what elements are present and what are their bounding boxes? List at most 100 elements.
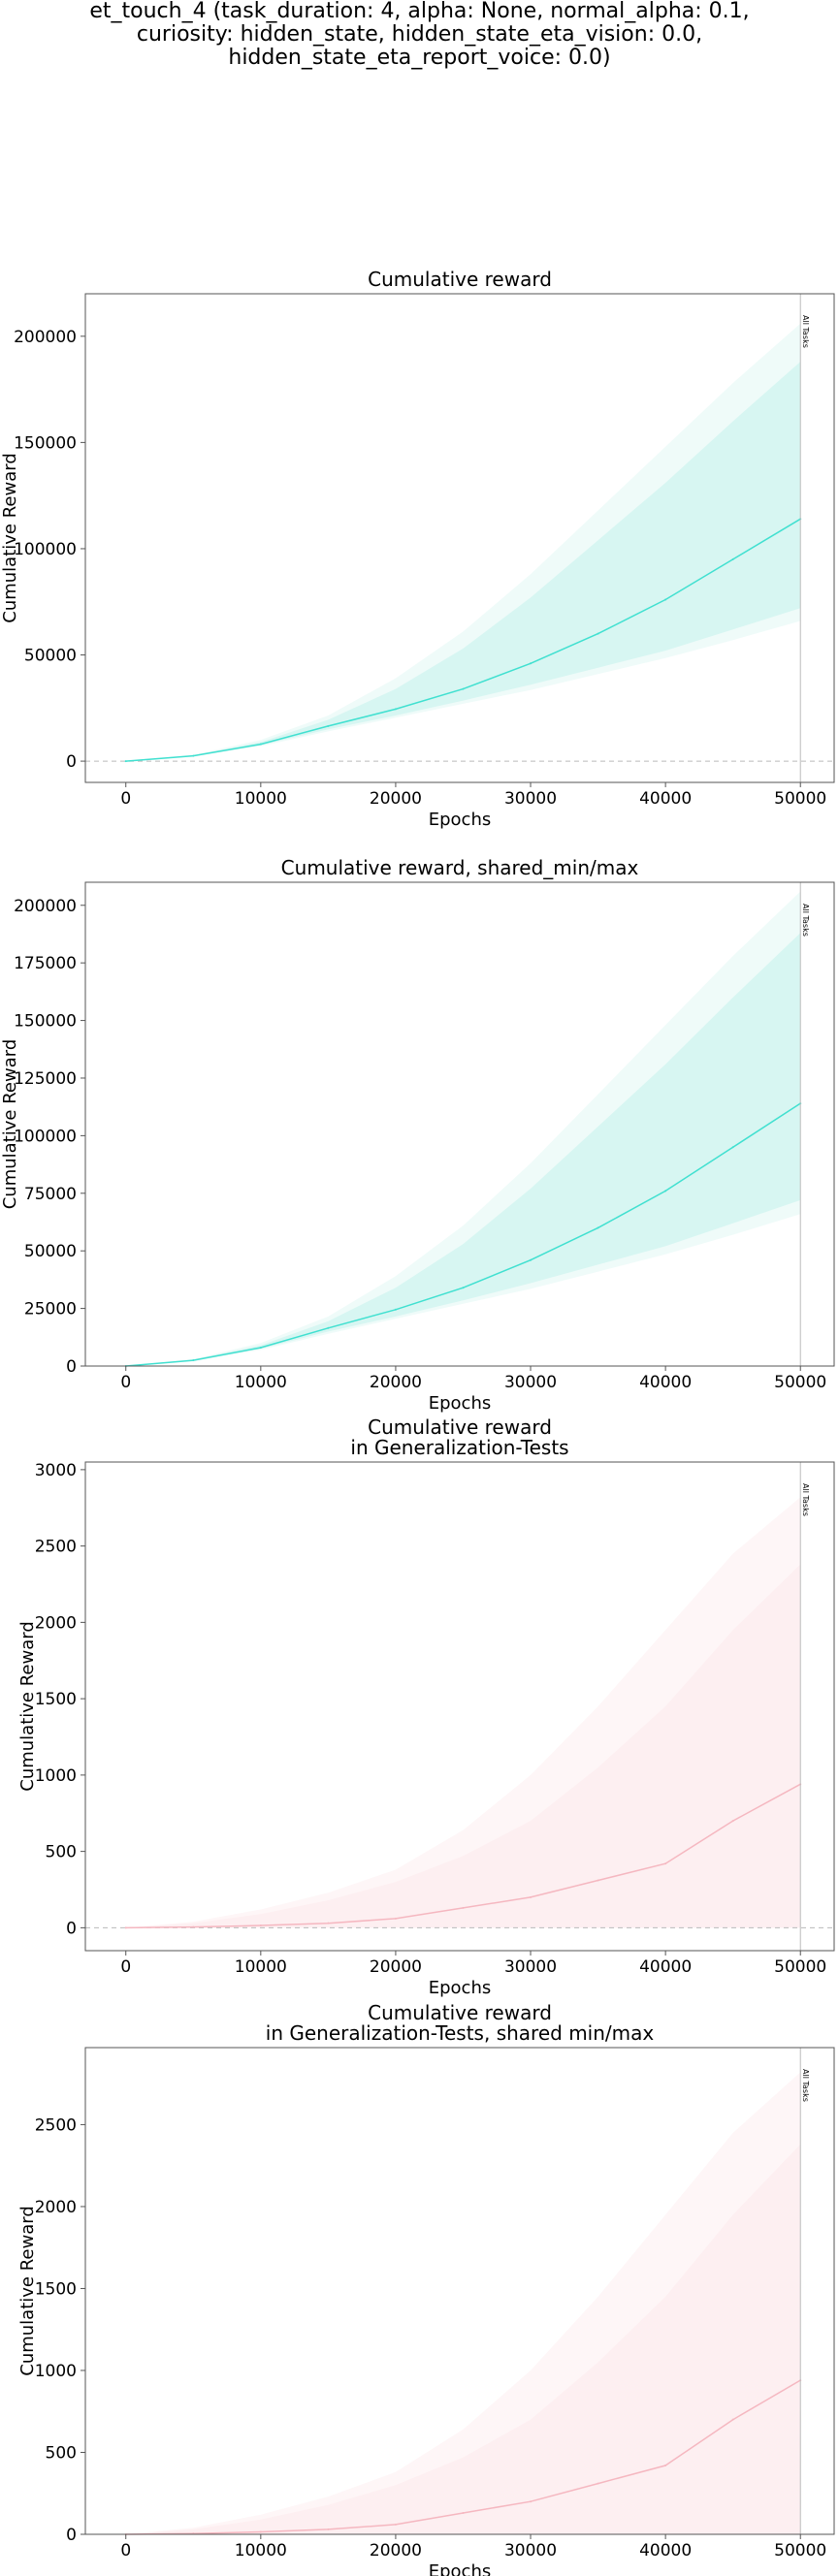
- all-tasks-label: All Tasks: [801, 2069, 810, 2102]
- y-tick-label: 25000: [24, 1300, 77, 1320]
- x-tick-label: 30000: [504, 1373, 557, 1392]
- y-tick-label: 2500: [35, 1538, 77, 1557]
- x-tick-label: 40000: [639, 789, 692, 809]
- series-point: [192, 1925, 195, 1928]
- series-point: [664, 1190, 667, 1193]
- y-tick-label: 50000: [24, 1242, 77, 1261]
- series-point: [731, 2418, 734, 2421]
- y-tick-label: 150000: [14, 433, 77, 453]
- plot-frame: [84, 881, 835, 1367]
- series-point: [462, 1287, 465, 1289]
- series-point: [530, 1258, 532, 1261]
- series-point: [597, 1879, 599, 1882]
- series-point: [259, 2530, 262, 2533]
- x-tick-label: 10000: [235, 1957, 287, 1977]
- y-tick-label: 75000: [24, 1185, 77, 1204]
- y-axis-label: Cumulative Reward: [0, 1039, 20, 1210]
- y-tick-label: 175000: [14, 954, 77, 973]
- series-point: [192, 754, 195, 757]
- band-std: [125, 2144, 801, 2534]
- series-point: [731, 557, 734, 560]
- band-std: [125, 933, 801, 1366]
- y-tick-label: 125000: [14, 1069, 77, 1089]
- y-tick-label: 0: [66, 2526, 77, 2545]
- y-tick-label: 3000: [35, 1461, 77, 1480]
- x-tick-label: 0: [120, 1373, 131, 1392]
- y-tick-label: 200000: [14, 328, 77, 347]
- x-tick-label: 20000: [370, 1373, 422, 1392]
- all-tasks-label: All Tasks: [801, 315, 810, 348]
- y-tick-label: 100000: [14, 540, 77, 559]
- y-axis-label: Cumulative Reward: [17, 2206, 38, 2376]
- figure-suptitle: et_touch_4 (task_duration: 4, alpha: Non…: [0, 0, 839, 70]
- band-std: [125, 1564, 801, 1928]
- x-tick-label: 30000: [504, 1957, 557, 1977]
- plot-frame: [84, 293, 835, 783]
- y-tick-label: 1500: [35, 1690, 77, 1709]
- series-point: [530, 2500, 532, 2503]
- x-tick-label: 50000: [774, 789, 826, 809]
- y-tick-label: 1500: [35, 2279, 77, 2299]
- series-point: [259, 1924, 262, 1927]
- suptitle-line-1: et_touch_4 (task_duration: 4, alpha: Non…: [89, 0, 750, 23]
- x-tick-label: 10000: [235, 1373, 287, 1392]
- band-std: [125, 362, 801, 762]
- y-axis-label: Cumulative Reward: [17, 1621, 38, 1792]
- series-point: [394, 2523, 397, 2526]
- all-tasks-label: All Tasks: [801, 1483, 810, 1516]
- suptitle-line-3: hidden_state_eta_report_voice: 0.0): [228, 46, 611, 70]
- x-axis-label: Epochs: [429, 1393, 492, 1414]
- suptitle-line-2: curiosity: hidden_state, hidden_state_et…: [136, 22, 703, 47]
- y-tick-label: 0: [66, 752, 77, 772]
- series-point: [530, 1895, 532, 1898]
- plot-frame: [84, 1461, 835, 1952]
- chart-title-line: in Generalization-Tests: [350, 1436, 568, 1459]
- series-point: [664, 2465, 667, 2467]
- series-point: [192, 1359, 195, 1362]
- chart-1: Cumulative reward All Tasks 0 10000 20000 300…: [0, 268, 835, 830]
- series-point: [731, 1820, 734, 1823]
- series-point: [259, 1346, 262, 1349]
- y-tick-label: 50000: [24, 647, 77, 666]
- chart-title-line: Cumulative reward, shared_min/max: [281, 856, 639, 879]
- x-tick-label: 10000: [235, 2541, 287, 2560]
- y-tick-label: 1000: [35, 1766, 77, 1786]
- y-tick-label: 150000: [14, 1012, 77, 1032]
- chart-title-line: Cumulative reward: [368, 268, 552, 291]
- series-point: [597, 632, 599, 635]
- series-point: [394, 1917, 397, 1920]
- series-point: [394, 1308, 397, 1311]
- chart-2: Cumulative reward, shared_min/max All Tas…: [0, 856, 835, 1414]
- y-tick-label: 100000: [14, 1127, 77, 1146]
- x-tick-label: 50000: [774, 1373, 826, 1392]
- y-tick-label: 2000: [35, 1613, 77, 1633]
- x-tick-label: 50000: [774, 2541, 826, 2560]
- plot-frame: [84, 2047, 835, 2535]
- series-point: [327, 1922, 330, 1924]
- chart-title-line: Cumulative reward: [368, 1415, 552, 1439]
- series-point: [124, 760, 127, 763]
- x-tick-label: 10000: [235, 789, 287, 809]
- y-tick-label: 0: [66, 1919, 77, 1938]
- series-point: [731, 1146, 734, 1149]
- series-point: [124, 1926, 127, 1929]
- x-tick-label: 20000: [370, 2541, 422, 2560]
- x-axis-label: Epochs: [429, 810, 492, 830]
- series-point: [462, 2512, 465, 2515]
- series-point: [327, 1326, 330, 1329]
- chart-title-line: Cumulative reward: [368, 2001, 552, 2024]
- x-tick-label: 20000: [370, 1957, 422, 1977]
- x-tick-label: 40000: [639, 1373, 692, 1392]
- y-tick-label: 2000: [35, 2198, 77, 2217]
- series-point: [462, 687, 465, 690]
- chart-title-line: in Generalization-Tests, shared min/max: [266, 2021, 655, 2045]
- series-point: [394, 708, 397, 711]
- x-tick-label: 20000: [370, 789, 422, 809]
- series-point: [327, 2528, 330, 2530]
- series-point: [327, 724, 330, 727]
- series-point: [462, 1906, 465, 1909]
- all-tasks-label: All Tasks: [801, 904, 810, 937]
